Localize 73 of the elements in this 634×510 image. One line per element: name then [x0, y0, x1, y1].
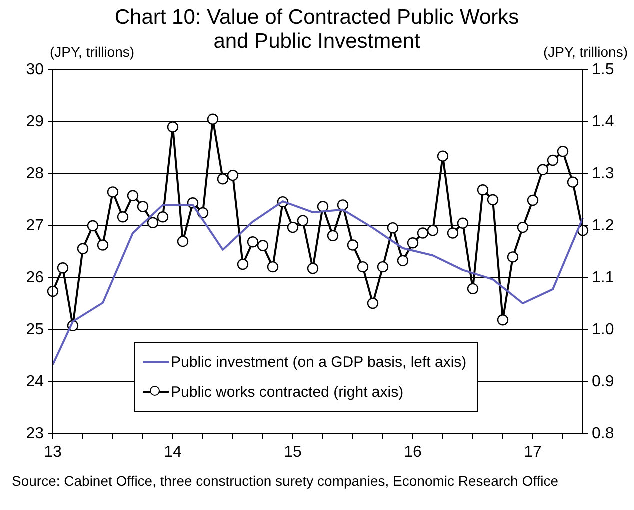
y2-axis-title: (JPY, trillions): [543, 44, 628, 60]
x-tick-label: 16: [404, 444, 422, 462]
y2-tick-label: 1.4: [592, 113, 614, 130]
point: [347, 240, 359, 251]
point: [547, 154, 559, 166]
x-tick-label: 15: [284, 444, 302, 462]
y2-tick-label: 0.9: [592, 373, 614, 390]
point: [567, 176, 579, 188]
point: [117, 212, 129, 223]
y2-tick-label: 1.1: [592, 269, 614, 286]
point: [557, 146, 569, 158]
point: [517, 222, 529, 234]
source-note: Source: Cabinet Office, three construction surety companies, Economic Research Office: [12, 472, 560, 490]
point: [507, 252, 519, 263]
point: [477, 184, 489, 196]
point: [87, 220, 99, 232]
point: [237, 258, 249, 270]
point: [147, 217, 159, 228]
y-tick-label: 24: [26, 373, 44, 390]
point: [387, 222, 399, 234]
point: [297, 215, 309, 226]
y-tick-label: 26: [26, 269, 44, 286]
point: [367, 298, 379, 310]
point: [127, 190, 139, 202]
point: [167, 122, 179, 133]
y-tick-label: 29: [26, 113, 44, 130]
point: [77, 243, 89, 254]
point: [467, 283, 479, 295]
point: [377, 261, 389, 273]
point: [487, 194, 499, 206]
point: [497, 314, 509, 326]
point: [177, 236, 189, 248]
point: [337, 200, 349, 211]
y2-tick-label: 1.5: [592, 61, 614, 78]
point: [317, 201, 329, 212]
point: [157, 212, 169, 223]
point: [287, 222, 299, 234]
point: [417, 228, 429, 239]
point: [97, 240, 109, 251]
y-tick-label: 27: [26, 217, 44, 234]
x-tick-label: 14: [164, 444, 182, 462]
point: [207, 114, 219, 125]
y-tick-label: 30: [26, 61, 44, 78]
point: [457, 218, 469, 229]
point: [137, 201, 149, 212]
point: [407, 238, 419, 249]
x-tick-label: 17: [524, 444, 542, 462]
legend-label: Public works contracted (right axis): [171, 384, 404, 400]
y-tick-label: 23: [26, 425, 44, 442]
point: [267, 261, 279, 273]
point: [107, 186, 119, 198]
point: [427, 225, 439, 236]
point: [537, 164, 549, 176]
point: [327, 230, 339, 242]
point: [527, 194, 539, 206]
point: [397, 255, 409, 266]
point: [447, 228, 459, 239]
point: [217, 174, 229, 185]
y2-tick-label: 0.8: [592, 425, 614, 442]
point: [357, 261, 369, 273]
point: [307, 263, 319, 274]
point: [227, 170, 239, 182]
y2-tick-label: 1.3: [592, 165, 614, 182]
x-tick-label: 13: [44, 444, 62, 462]
point: [57, 262, 69, 274]
y-tick-label: 28: [26, 165, 44, 182]
point: [257, 240, 269, 252]
y2-tick-label: 1.2: [592, 217, 614, 234]
y2-tick-label: 1.0: [592, 321, 614, 338]
point: [437, 150, 449, 162]
point: [247, 236, 259, 248]
legend-label: Public investment (on a GDP basis, left axis): [171, 354, 467, 370]
y-tick-label: 25: [26, 321, 44, 338]
